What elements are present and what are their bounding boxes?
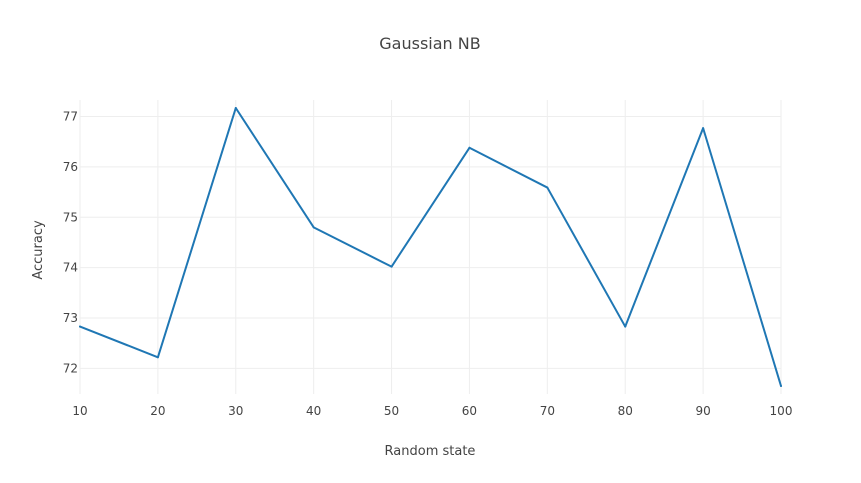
x-tick-label: 90 <box>695 404 710 418</box>
x-tick-label: 80 <box>618 404 633 418</box>
x-tick-label: 20 <box>150 404 165 418</box>
series-layer <box>79 107 782 387</box>
chart-title: Gaussian NB <box>379 34 480 53</box>
data-point <box>390 265 393 268</box>
x-tick-label: 60 <box>462 404 477 418</box>
data-point <box>702 127 705 130</box>
x-tick-label: 70 <box>540 404 555 418</box>
data-point <box>312 226 315 229</box>
x-tick-label: 50 <box>384 404 399 418</box>
x-tick-label: 30 <box>228 404 243 418</box>
x-tick-labels: 10 20 30 40 50 60 70 80 90 100 <box>72 404 792 418</box>
x-tick-label: 10 <box>72 404 87 418</box>
data-point <box>156 356 159 359</box>
data-point <box>79 325 81 328</box>
y-tick-label: 75 <box>63 210 78 224</box>
y-tick-label: 73 <box>63 311 78 325</box>
data-point <box>780 385 782 387</box>
data-point <box>468 146 471 149</box>
y-tick-label: 72 <box>63 361 78 375</box>
x-axis-title: Random state <box>385 444 476 459</box>
y-tick-labels: 72 73 74 75 76 77 <box>63 110 78 376</box>
y-axis-title: Accuracy <box>31 220 46 280</box>
y-tick-label: 74 <box>63 261 78 275</box>
y-grid <box>80 116 781 369</box>
series-line <box>79 107 782 387</box>
y-tick-label: 77 <box>63 110 78 124</box>
x-tick-label: 40 <box>306 404 321 418</box>
data-point <box>546 186 549 189</box>
y-tick-label: 76 <box>63 160 78 174</box>
x-grid <box>79 100 782 394</box>
data-point <box>234 107 237 109</box>
x-tick-label: 100 <box>770 404 793 418</box>
data-point <box>624 325 627 328</box>
